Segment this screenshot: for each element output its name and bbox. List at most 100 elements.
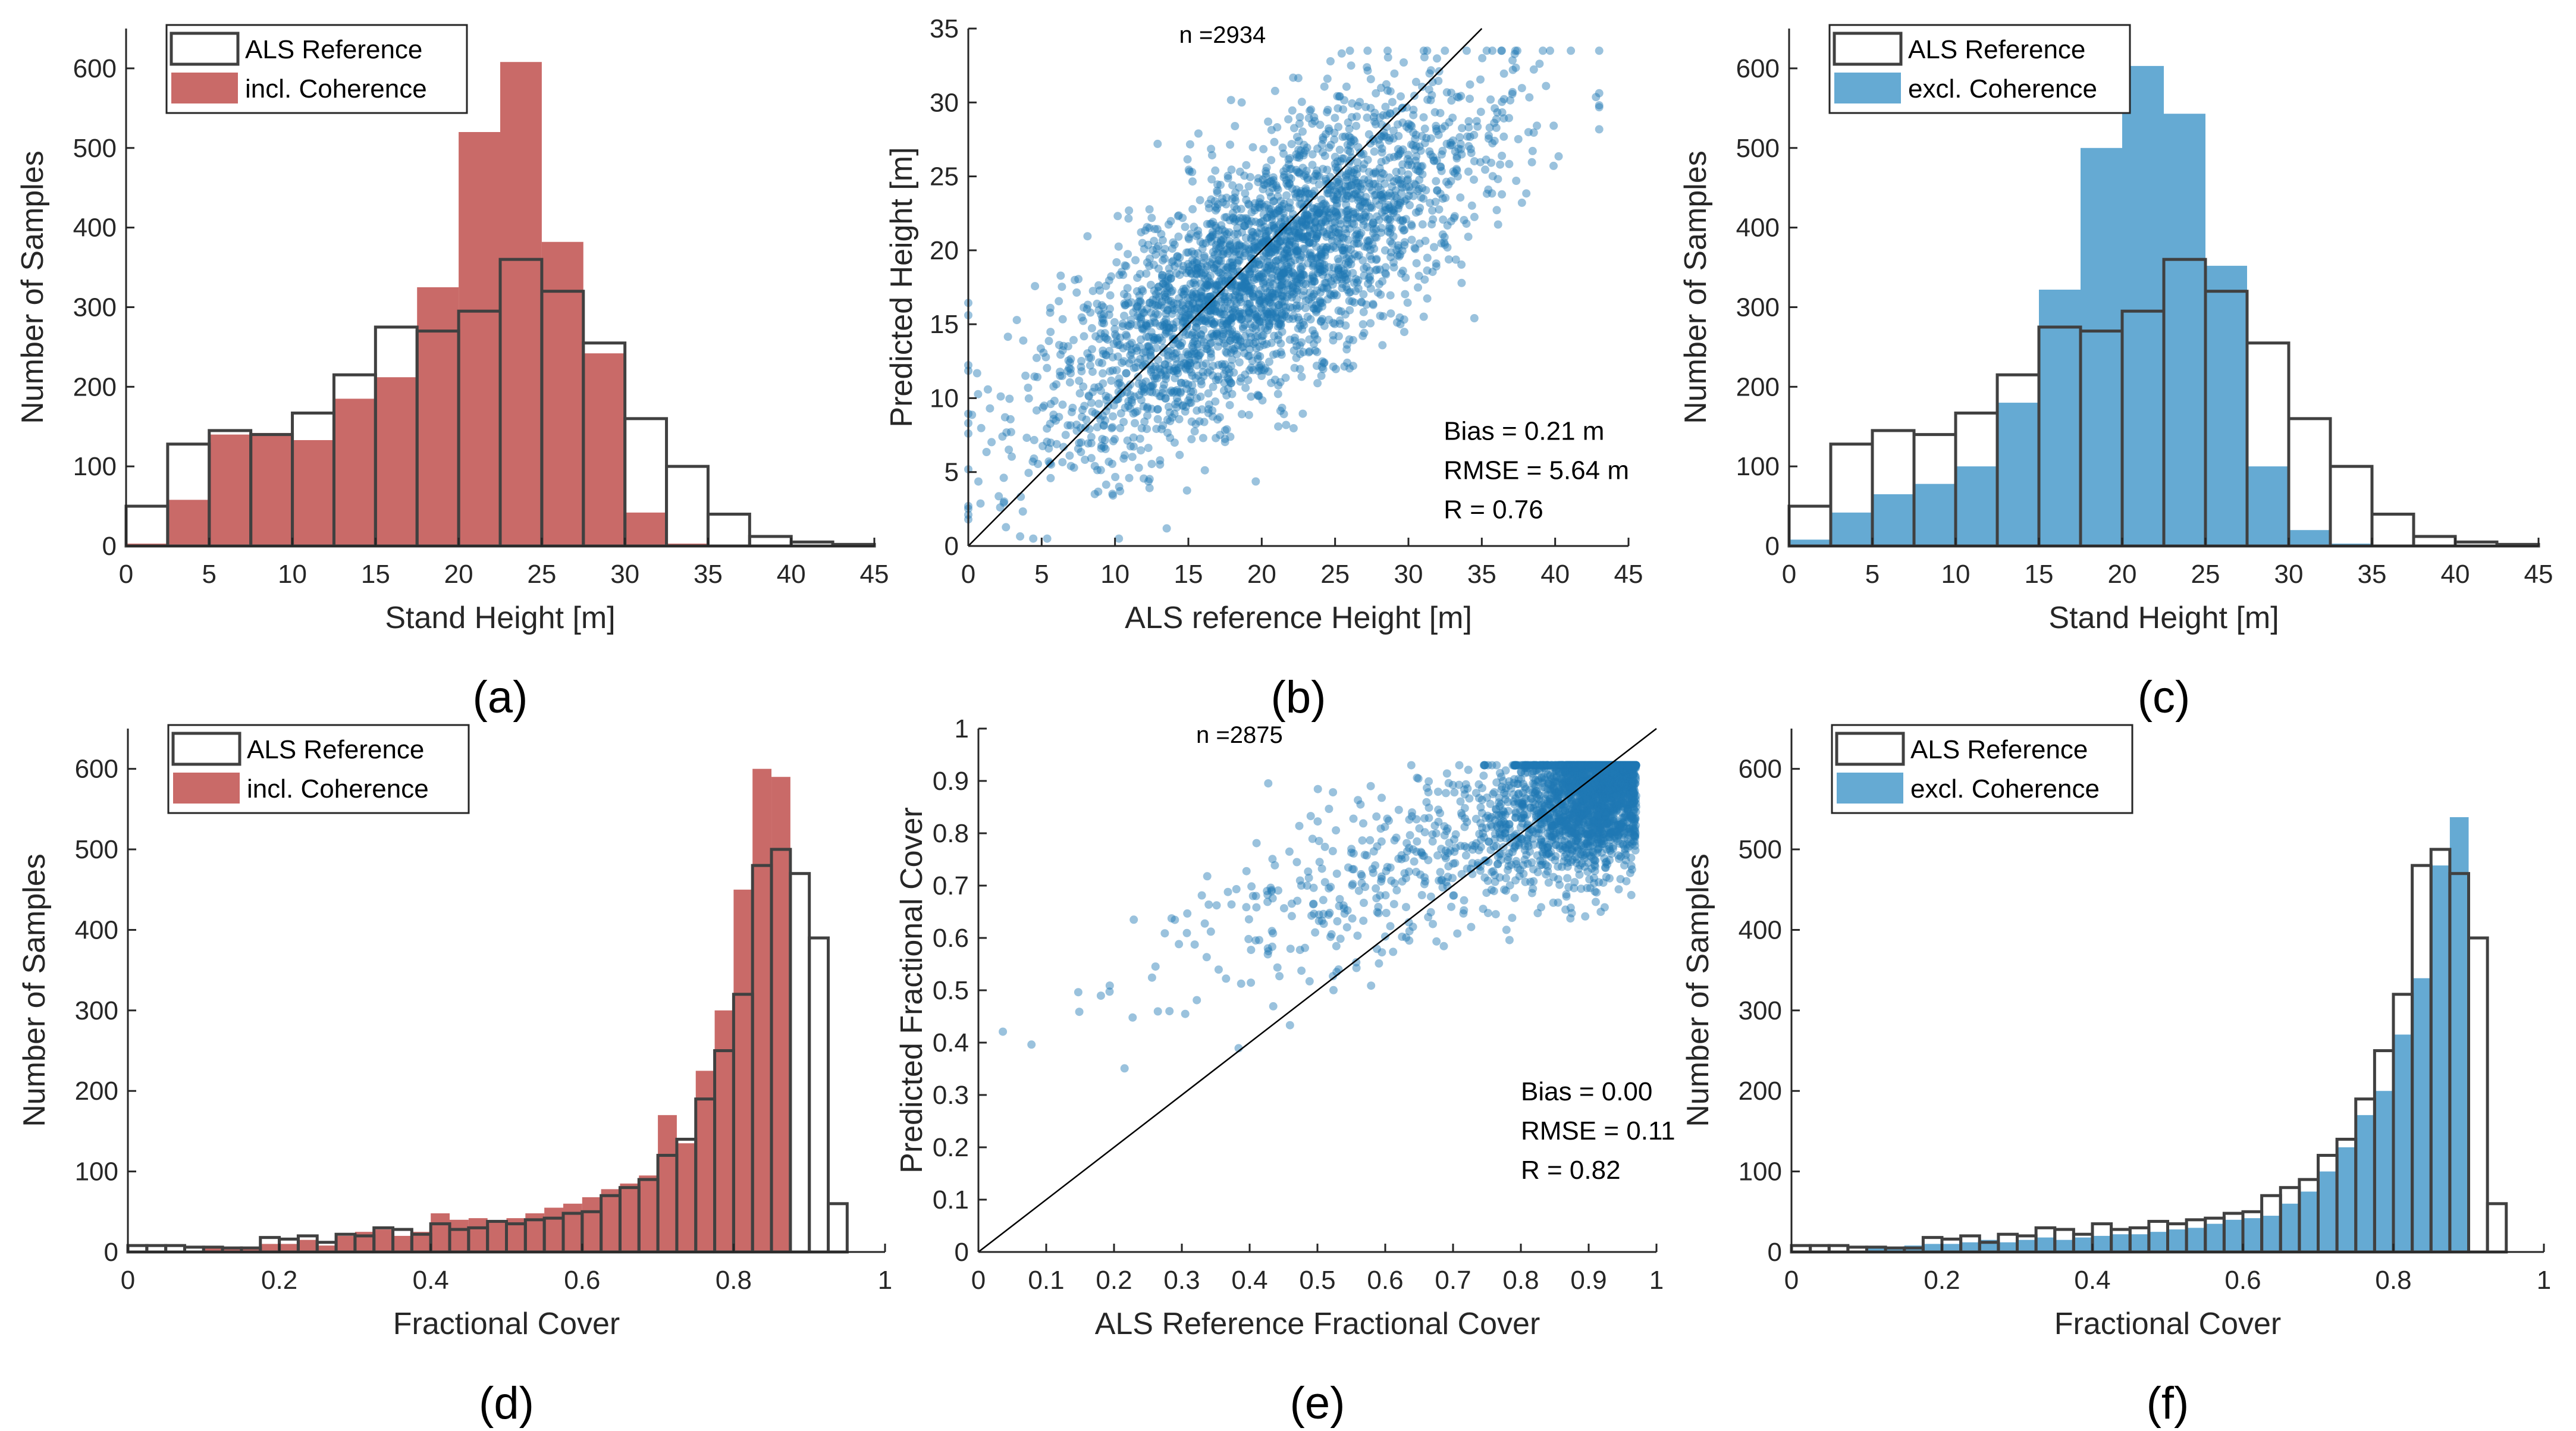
scatter-point [1274,301,1283,310]
scatter-point [1251,477,1260,486]
scatter-point [1314,208,1323,217]
scatter-point [1058,372,1066,380]
scatter-point [1432,124,1441,133]
scatter-point [1476,108,1485,117]
scatter-point [1345,306,1354,315]
y-tick-label: 100 [73,452,117,481]
scatter-point [1271,244,1280,253]
scatter-point [1397,92,1405,101]
scatter-point [1378,193,1387,202]
scatter-point [1287,261,1295,269]
scatter-point [1228,355,1237,364]
scatter-point [1394,152,1402,161]
scatter-point [1317,219,1326,228]
scatter-point [1270,331,1279,340]
scatter-point [1169,238,1178,247]
scatter-point [1143,305,1151,313]
scatter-point [1450,212,1459,221]
scatter-point [1214,375,1223,384]
bar-incl-coherence-11 [583,353,625,546]
scatter-point [1231,122,1240,130]
scatter-point [1241,234,1250,242]
scatter-point [1542,81,1551,90]
scatter-point [1370,244,1379,253]
scatter-point [1116,409,1125,418]
panel-d: 0 0.2 0.4 0.6 0.8 10100200300400500600Fractio… [17,724,892,1429]
scatter-point [1317,363,1326,372]
scatter-points [964,46,1604,543]
scatter-point [1281,249,1289,258]
scatter-point [1063,366,1072,375]
scatter-point [1194,371,1203,380]
scatter-point [1380,246,1389,255]
scatter-point [1357,150,1366,159]
scatter-point [1059,443,1068,451]
scatter-point [1396,320,1405,329]
scatter-point [1411,156,1420,165]
scatter-point [1080,303,1088,312]
scatter-point [1269,180,1278,189]
scatter-point [1147,404,1156,413]
scatter-point [1238,228,1246,237]
scatter-point [1150,261,1158,269]
scatter-point [1401,273,1410,282]
scatter-point [1218,198,1227,207]
y-axis-title: Number of Samples [15,150,50,424]
scatter-point [1332,826,1341,835]
scatter-point [1626,868,1634,877]
scatter-point [1100,443,1109,451]
scatter-point [1140,244,1149,253]
scatter-point [1326,231,1335,240]
scatter-point [1263,326,1272,335]
scatter-point [1162,323,1171,332]
scatter-point [1342,82,1351,91]
scatter-point [1218,360,1226,369]
scatter-point [1182,928,1191,937]
scatter-point [1320,267,1329,276]
scatter-point [1210,331,1219,340]
scatter-point [1213,331,1222,340]
scatter-point [1058,400,1067,409]
scatter-point [1121,300,1130,309]
x-tick-label: 30 [2274,560,2304,589]
scatter-point [977,423,986,432]
y-tick-label: 200 [75,1077,118,1106]
x-tick-label: 30 [1394,560,1423,589]
scatter-point [1077,357,1086,365]
scatter-point [1178,214,1187,222]
scatter-point [1345,252,1354,261]
scatter-point [1126,404,1135,413]
scatter-point [1182,486,1191,495]
scatter-point [1105,276,1113,285]
scatter-point [1355,213,1364,221]
scatter-point [1030,454,1038,463]
scatter-point [1300,287,1308,296]
scatter-point [1426,96,1435,105]
bar-excl-coherence-4 [1956,466,1997,546]
scatter-point [1163,428,1172,437]
scatter-point [1148,388,1157,397]
x-tick-label: 5 [1865,560,1880,589]
scatter-point [1125,206,1134,215]
scatter-point [1174,232,1183,241]
scatter-point [1310,113,1319,121]
scatter-point [1323,108,1331,117]
bar-incl-coherence-18 [468,1218,488,1252]
scatter-point [1223,297,1232,306]
scatter-point [1376,824,1385,833]
scatter-point [1220,310,1228,319]
scatter-point [1210,263,1219,272]
scatter-point [1292,193,1301,202]
scatter-point [1145,205,1154,214]
scatter-point [1151,319,1160,327]
scatter-point [1254,239,1263,248]
scatter-point [1255,296,1264,305]
scatter-point [1407,140,1416,149]
scatter-point [1227,165,1236,174]
scatter-point [1496,160,1505,169]
scatter-point [1441,46,1449,55]
legend-swatch-model [171,73,238,103]
y-axis-title: Predicted Height [m] [884,147,919,427]
scatter-point [1083,305,1091,313]
